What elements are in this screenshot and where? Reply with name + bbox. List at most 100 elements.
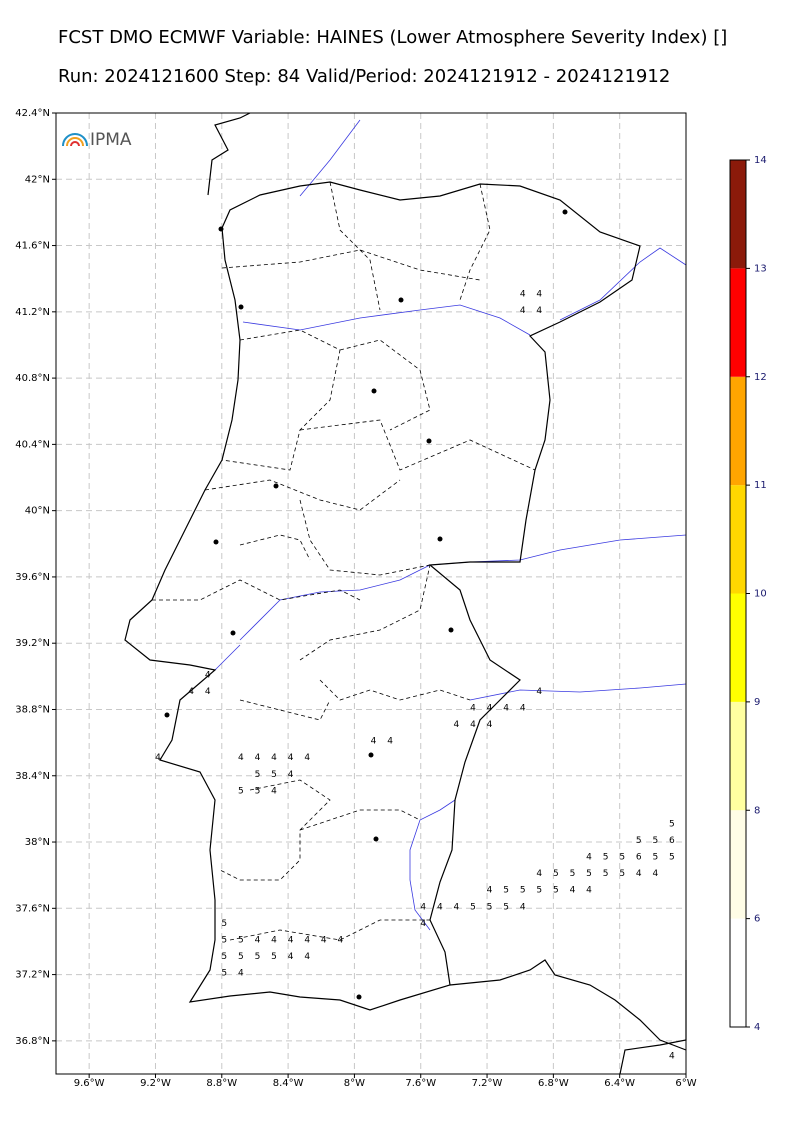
colorbar-segment [730, 810, 746, 919]
grid-value: 5 [487, 902, 493, 912]
grid-value: 4 [288, 753, 294, 763]
y-tick-label: 41.6°N [15, 241, 50, 252]
x-tick-label: 9.6°W [74, 1078, 105, 1089]
grid-value: 4 [304, 952, 310, 962]
grid-value: 5 [586, 869, 592, 879]
station [368, 752, 374, 758]
station [230, 630, 236, 636]
x-tick-label: 7.2°W [472, 1078, 503, 1089]
grid-value: 5 [255, 770, 261, 780]
y-tick-label: 42°N [25, 174, 50, 185]
y-tick-label: 41.2°N [15, 307, 50, 318]
station [426, 438, 432, 444]
y-tick-label: 39.6°N [15, 572, 50, 583]
x-tick-label: 6.4°W [604, 1078, 635, 1089]
logo-arc [62, 133, 88, 147]
grid-value: 5 [520, 886, 526, 896]
grid-value: 4 [570, 886, 576, 896]
colorbar-label: 6 [754, 914, 760, 925]
grid-value: 5 [603, 869, 609, 879]
grid-value: 4 [536, 869, 542, 879]
grid-value: 5 [255, 952, 261, 962]
grid-value: 4 [586, 886, 592, 896]
colorbar-segment [730, 701, 746, 811]
colorbar-label: 12 [754, 372, 767, 383]
district-borders [152, 181, 536, 941]
grid-value: 4 [503, 703, 509, 713]
grid-value: 4 [420, 919, 426, 929]
grid-value: 4 [454, 720, 460, 730]
map-frame [55, 112, 687, 1075]
station [273, 483, 279, 489]
colorbar-label: 11 [754, 480, 767, 491]
grid-value: 5 [221, 952, 227, 962]
river [214, 119, 687, 931]
colorbar-segment [730, 268, 746, 377]
grid-value: 5 [503, 902, 509, 912]
subtitle: Run: 2024121600 Step: 84 Valid/Period: 2… [58, 66, 670, 87]
grid-value: 5 [652, 853, 658, 863]
grid-value: 5 [221, 919, 227, 929]
grid-value: 4 [520, 306, 526, 316]
grid [56, 112, 687, 1074]
grid-value: 4 [387, 737, 393, 747]
logo-arc [66, 137, 84, 147]
grid-value: 4 [238, 753, 244, 763]
grid-value: 6 [636, 853, 642, 863]
grid-value: 4 [155, 753, 161, 763]
grid-value: 4 [470, 703, 476, 713]
grid-value: 4 [520, 902, 526, 912]
title: FCST DMO ECMWF Variable: HAINES (Lower A… [58, 27, 727, 48]
grid-value: 5 [669, 853, 675, 863]
station [356, 994, 362, 1000]
colorbar-label: 4 [754, 1022, 760, 1033]
grid-value: 4 [271, 935, 277, 945]
x-tick-label: 8.8°W [206, 1078, 237, 1089]
grid-value: 4 [304, 935, 310, 945]
logo: IPMA [62, 130, 132, 150]
grid-value: 4 [288, 935, 294, 945]
grid-value: 4 [520, 289, 526, 299]
grid-value: 4 [487, 720, 493, 730]
logo-text: IPMA [90, 130, 132, 150]
station [373, 836, 379, 842]
station [371, 388, 377, 394]
grid-value: 5 [221, 969, 227, 979]
grid-value: 4 [536, 289, 542, 299]
grid-value: 5 [553, 886, 559, 896]
grid-value: 4 [288, 952, 294, 962]
station [448, 627, 454, 633]
grid-value: 5 [652, 836, 658, 846]
y-tick-label: 38.4°N [15, 771, 50, 782]
grid-value: 6 [669, 836, 675, 846]
grid-value: 4 [520, 703, 526, 713]
colorbar-segment [730, 593, 746, 702]
y-tick-label: 42.4°N [15, 108, 50, 119]
grid-value: 5 [669, 819, 675, 829]
grid-value: 5 [221, 935, 227, 945]
grid-value: 4 [536, 306, 542, 316]
grid-value: 4 [271, 786, 277, 796]
grid-value: 4 [238, 969, 244, 979]
y-tick-label: 38.8°N [15, 704, 50, 715]
station [213, 539, 219, 545]
grid-value: 5 [536, 886, 542, 896]
x-tick-label: 8.4°W [273, 1078, 304, 1089]
station [437, 536, 443, 542]
colorbar-label: 8 [754, 805, 760, 816]
grid-value: 4 [652, 869, 658, 879]
grid-value: 4 [271, 753, 277, 763]
grid-value: 4 [205, 670, 211, 680]
colorbar-segment [730, 918, 746, 1027]
grid-value: 4 [337, 935, 343, 945]
grid-value: 5 [619, 853, 625, 863]
grid-value: 4 [288, 770, 294, 780]
station [562, 209, 568, 215]
y-tick-label: 39.2°N [15, 638, 50, 649]
grid-value: 5 [503, 886, 509, 896]
x-tick-label: 7.6°W [405, 1078, 436, 1089]
y-tick-label: 36.8°N [15, 1036, 50, 1047]
y-tick-label: 40.4°N [15, 439, 50, 450]
colorbar-segment [730, 160, 746, 269]
